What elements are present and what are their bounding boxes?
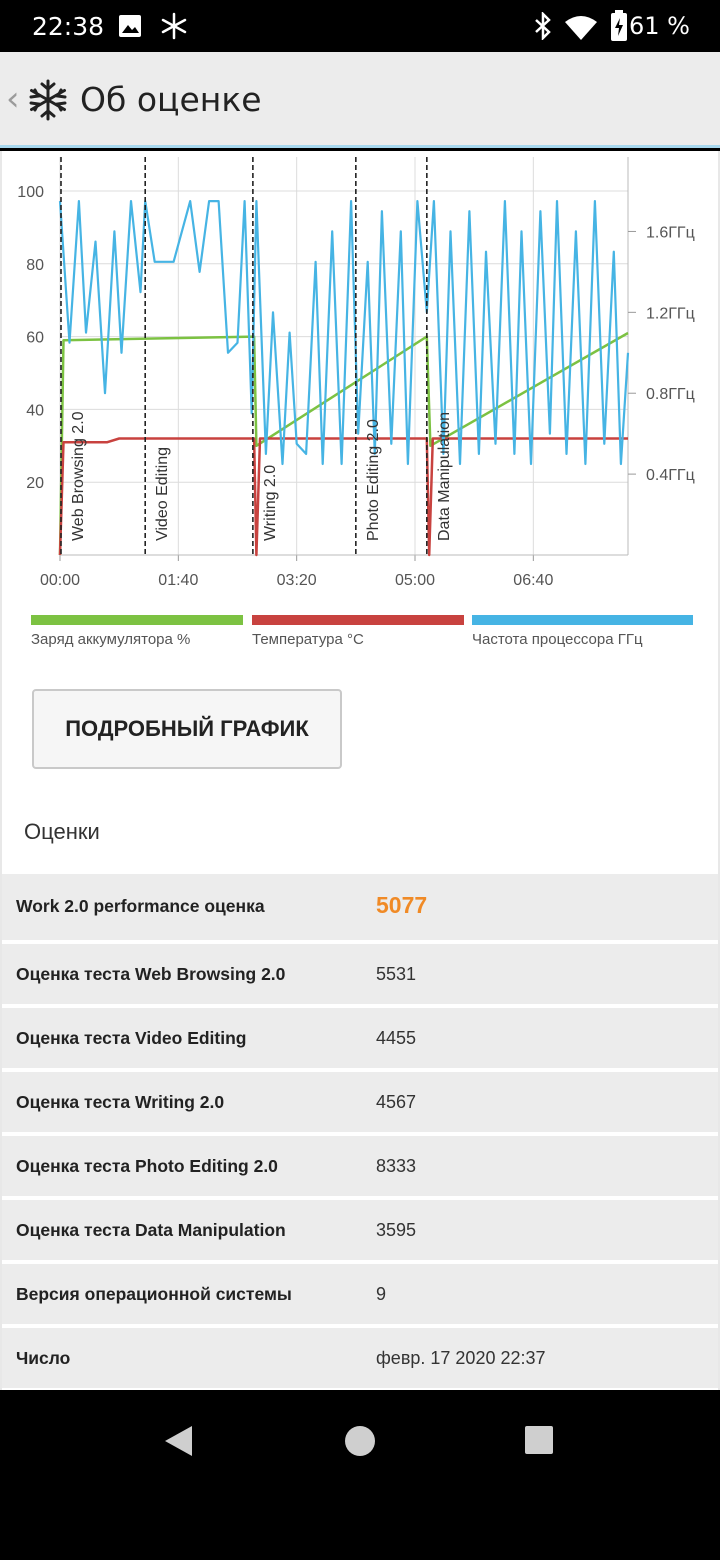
legend-label-cpu: Частота процессора ГГц (472, 631, 643, 648)
cpu-frequency-series-line (58, 199, 630, 466)
main-content: 100 80 60 40 20 00:00 01:40 03:20 05:00 06:40 1.6Г… (0, 151, 720, 1390)
x-tick-label: 01:40 (158, 572, 198, 589)
legend-swatch-cpu (472, 615, 693, 625)
score-value: 3595 (376, 1220, 417, 1240)
bluetooth-icon (535, 12, 551, 40)
home-circle-icon[interactable] (344, 1425, 376, 1457)
snowflake-logo-icon (29, 79, 67, 121)
legend-label-battery: Заряд аккумулятора % (31, 631, 191, 648)
score-row-writing: Оценка теста Writing 2.0 4567 (2, 1068, 718, 1132)
score-row-os-version: Версия операционной системы 9 (2, 1260, 718, 1324)
x-tick-label: 06:40 (513, 572, 553, 589)
x-tick-label: 05:00 (395, 572, 435, 589)
score-value: 5077 (376, 892, 428, 918)
legend-item-battery: Заряд аккумулятора % (31, 615, 243, 655)
section-label: Web Browsing 2.0 (70, 411, 87, 541)
y-tick-left-label: 80 (26, 257, 44, 274)
score-row-video-editing: Оценка теста Video Editing 4455 (2, 1004, 718, 1068)
section-label: Photo Editing 2.0 (365, 419, 382, 541)
score-value: 8333 (376, 1156, 417, 1176)
battery-percent: 61 % (629, 12, 690, 40)
section-label: Data Manipulation (436, 412, 453, 541)
score-value: 4567 (376, 1092, 417, 1112)
legend-swatch-battery (31, 615, 243, 625)
score-row-photo-editing: Оценка теста Photo Editing 2.0 8333 (2, 1132, 718, 1196)
score-value: 4455 (376, 1028, 417, 1048)
x-tick-label: 00:00 (40, 572, 80, 589)
app-bar: ‹ Об оценке (0, 52, 720, 148)
score-label: Число (16, 1348, 71, 1368)
score-label: Версия операционной системы (16, 1284, 292, 1304)
chevron-left-icon[interactable]: ‹ (6, 79, 20, 119)
scores-table: Work 2.0 performance оценка 5077 Оценка … (2, 870, 718, 1388)
y-tick-left-label: 40 (26, 402, 44, 419)
y-tick-left-label: 60 (26, 330, 44, 347)
score-label: Оценка теста Data Manipulation (16, 1220, 286, 1240)
recents-square-icon[interactable] (524, 1425, 554, 1455)
y-tick-left-label: 20 (26, 475, 44, 492)
x-tick-label: 03:20 (277, 572, 317, 589)
legend-label-temperature: Температура °C (252, 631, 364, 648)
snowflake-icon (161, 12, 187, 40)
back-triangle-icon[interactable] (162, 1424, 194, 1458)
legend-item-cpu: Частота процессора ГГц (472, 615, 693, 655)
legend-swatch-temperature (252, 615, 464, 625)
detailed-graph-button[interactable]: ПОДРОБНЫЙ ГРАФИК (32, 689, 342, 769)
status-time: 22:38 (32, 12, 105, 41)
y-tick-left-label: 100 (17, 184, 44, 201)
score-label: Оценка теста Photo Editing 2.0 (16, 1156, 278, 1176)
battery-charging-icon (611, 10, 627, 41)
score-label: Оценка теста Writing 2.0 (16, 1092, 225, 1112)
y-tick-right-label: 1.6ГГц (646, 224, 695, 241)
page-title: Об оценке (80, 80, 262, 119)
score-value: 9 (376, 1284, 387, 1304)
temperature-series-line (58, 437, 628, 557)
scores-section-title: Оценки (24, 819, 100, 844)
score-row-web-browsing: Оценка теста Web Browsing 2.0 5531 (2, 940, 718, 1004)
score-label: Оценка теста Video Editing (16, 1028, 247, 1048)
battery-series-line (58, 331, 629, 556)
legend-item-temperature: Температура °C (252, 615, 464, 655)
performance-chart: 100 80 60 40 20 00:00 01:40 03:20 05:00 06:40 1.6Г… (2, 151, 720, 601)
status-bar: 22:38 61 % (0, 0, 720, 52)
score-label: Оценка теста Web Browsing 2.0 (16, 964, 286, 984)
y-tick-right-label: 0.4ГГц (646, 467, 695, 484)
score-row-data-manipulation: Оценка теста Data Manipulation 3595 (2, 1196, 718, 1260)
score-row-date: Число февр. 17 2020 22:37 (2, 1324, 718, 1388)
chart-svg: 100 80 60 40 20 00:00 01:40 03:20 05:00 06:40 1.6Г… (17, 157, 695, 589)
y-tick-right-label: 0.8ГГц (646, 386, 695, 403)
score-value: февр. 17 2020 22:37 (376, 1348, 546, 1368)
y-tick-right-label: 1.2ГГц (646, 305, 695, 322)
score-value: 5531 (376, 964, 417, 984)
score-row-work: Work 2.0 performance оценка 5077 (2, 870, 718, 940)
score-label: Work 2.0 performance оценка (16, 896, 265, 916)
section-label: Video Editing (154, 447, 171, 541)
image-icon (119, 15, 141, 37)
wifi-icon (565, 16, 597, 40)
navigation-bar (0, 1390, 720, 1560)
section-label: Writing 2.0 (262, 465, 279, 541)
